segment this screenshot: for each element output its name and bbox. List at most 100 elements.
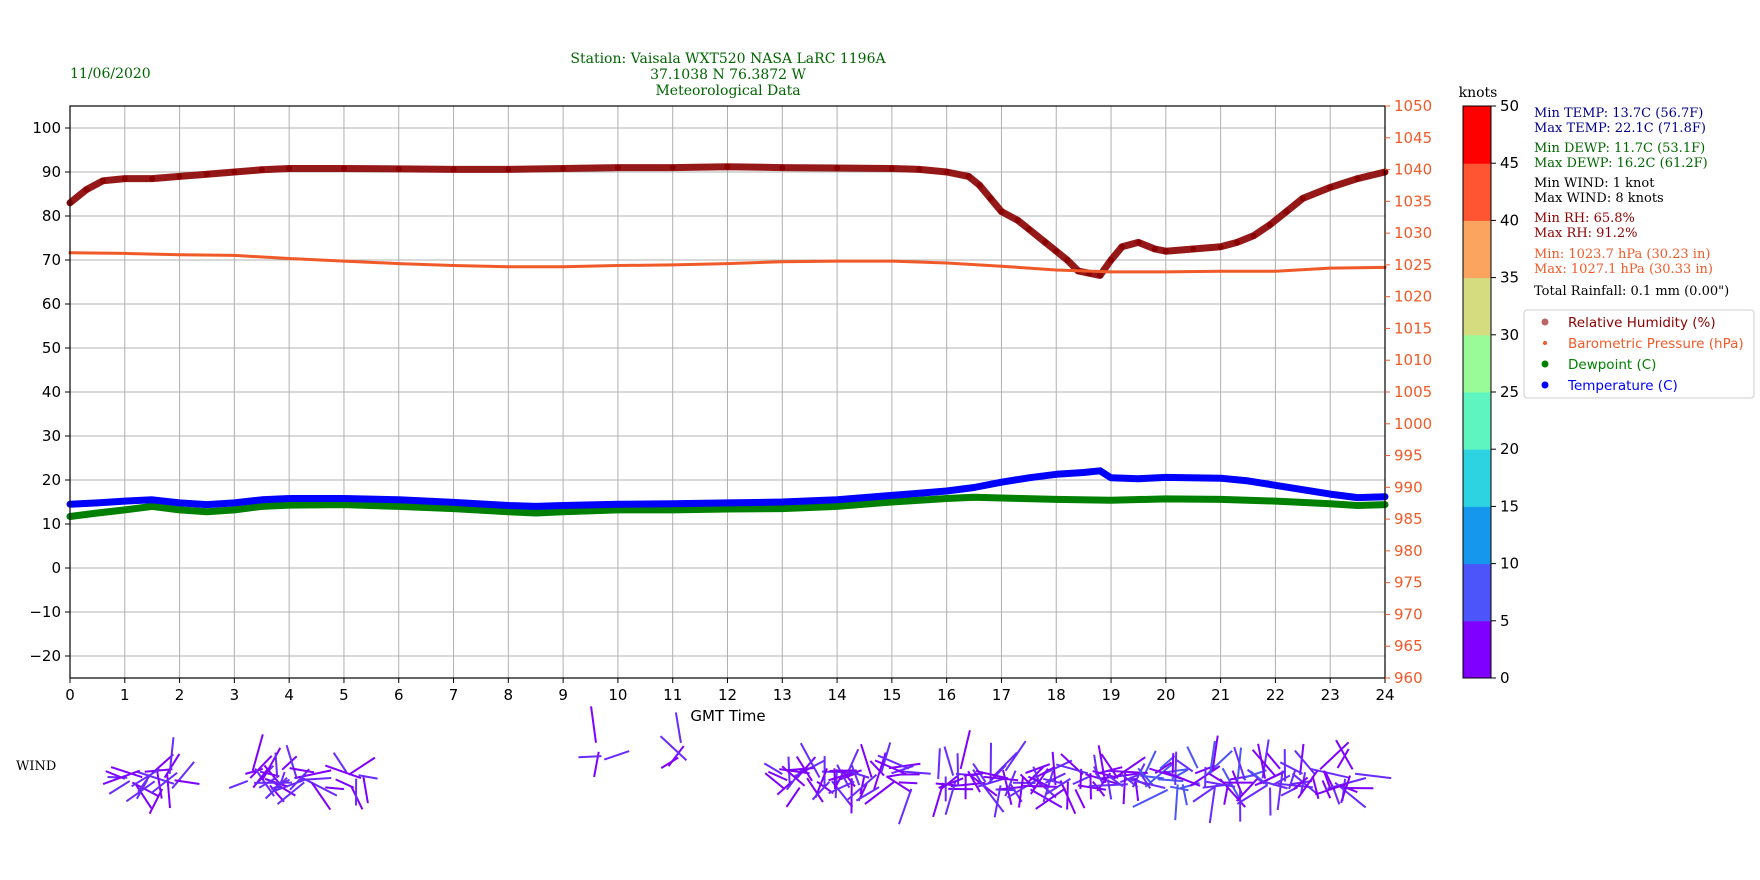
- wind-barb: [1354, 772, 1392, 780]
- wind-barb: [1171, 753, 1175, 774]
- wind-barb: [660, 756, 679, 769]
- rh-point: [976, 182, 983, 189]
- wind-barb: [590, 706, 597, 743]
- dewpoint-point: [614, 506, 621, 513]
- temperature-point: [395, 496, 402, 503]
- dewpoint-point: [888, 499, 895, 505]
- wind-barb: [1077, 784, 1107, 791]
- wind-barb: [828, 780, 855, 795]
- colorbar-segment: [1463, 620, 1491, 679]
- pressure-point: [178, 253, 182, 257]
- x-tick-label: 22: [1266, 686, 1285, 704]
- pressure-point: [123, 251, 127, 255]
- temperature-point: [1354, 494, 1361, 501]
- y-axis-left: −20 −10 0 10 20 30 40 50 60 70 80 90 100: [29, 119, 70, 665]
- rh-point: [1354, 175, 1361, 182]
- wind-barb: [1042, 759, 1073, 775]
- rh-point: [834, 165, 841, 172]
- y-tick-label-right: 980: [1394, 542, 1423, 560]
- x-tick-label: 23: [1321, 686, 1340, 704]
- temperature-point: [340, 495, 347, 502]
- wind-barb: [1208, 772, 1226, 785]
- wind-barb: [362, 776, 369, 804]
- wind-barb: [148, 788, 164, 815]
- wind-barb: [799, 742, 821, 778]
- pressure-point: [506, 265, 510, 269]
- pressure-point: [1328, 266, 1332, 270]
- wind-barb: [785, 786, 801, 808]
- wind-barb: [107, 775, 128, 779]
- wind-barb: [1106, 779, 1113, 800]
- wind-barb: [1138, 771, 1152, 789]
- dewpoint-point: [340, 501, 347, 508]
- wind-barb: [1092, 770, 1116, 779]
- wind-barb: [763, 762, 783, 775]
- y-tick-label-left: 10: [42, 515, 61, 533]
- dewpoint-point: [258, 503, 265, 510]
- wind-barb: [667, 745, 685, 767]
- wind-barb: [1300, 772, 1307, 794]
- wind-barb: [943, 746, 955, 776]
- x-tick-label: 24: [1375, 686, 1394, 704]
- rh-point: [1162, 248, 1169, 255]
- temperature-point: [1299, 486, 1306, 493]
- max-rh-stat: Max RH: 91.2%: [1534, 226, 1637, 241]
- dewpoint-point: [395, 503, 402, 510]
- rh-point: [203, 171, 210, 178]
- wind-barb: [110, 766, 143, 779]
- colorbar-tick-label: 20: [1500, 440, 1519, 458]
- wind-barb: [289, 768, 310, 791]
- wind-barb: [131, 768, 161, 788]
- wind-barb: [1186, 746, 1199, 769]
- wind-barb: [959, 730, 971, 770]
- rh-point: [1151, 246, 1158, 252]
- wind-barb: [860, 743, 873, 778]
- y-tick-label-right: 970: [1394, 605, 1423, 623]
- rh-point: [340, 165, 347, 172]
- pressure-point: [835, 259, 839, 263]
- x-tick-label: 21: [1211, 686, 1230, 704]
- wind-barb: [811, 781, 831, 801]
- y-tick-label-right: 960: [1394, 669, 1423, 687]
- temperature-point: [1217, 475, 1224, 482]
- wind-barb: [1131, 763, 1146, 788]
- temperature-point: [505, 502, 512, 509]
- colorbar-segment: [1463, 220, 1491, 279]
- rh-point: [450, 166, 457, 173]
- y-tick-label-left: 20: [42, 471, 61, 489]
- min-rh-stat: Min RH: 65.8%: [1534, 211, 1635, 226]
- wind-barb: [156, 770, 163, 799]
- rh-point: [83, 186, 90, 193]
- max-pressure-stat: Max: 1027.1 hPa (30.33 in): [1534, 262, 1713, 277]
- wind-barb: [1206, 780, 1236, 788]
- rh-point: [1327, 184, 1334, 191]
- colorbar-tick-label: 30: [1500, 326, 1519, 344]
- legend-label: Dewpoint (C): [1568, 357, 1656, 373]
- temperature-point: [888, 492, 895, 499]
- wind-barb: [1120, 773, 1139, 789]
- rh-point: [1119, 243, 1125, 250]
- rh-point: [669, 164, 676, 171]
- temperature-point: [1097, 467, 1104, 474]
- wind-barb: [1051, 751, 1057, 786]
- wind-barb: [1279, 761, 1304, 775]
- y-tick-label-right: 1000: [1394, 415, 1432, 433]
- x-tick-label: 10: [608, 686, 627, 704]
- wind-barb: [898, 781, 918, 785]
- wind-barb: [1112, 756, 1146, 781]
- wind-barb: [578, 755, 602, 759]
- wind-barb: [1276, 770, 1284, 811]
- legend-label: Relative Humidity (%): [1568, 315, 1716, 331]
- rh-point: [1064, 257, 1071, 263]
- wind-barb: [270, 778, 291, 791]
- temperature-point: [258, 496, 265, 503]
- wind-barb: [855, 786, 880, 802]
- wind-barb: [891, 764, 914, 775]
- dewpoint-point: [971, 494, 978, 501]
- wind-barb: [869, 760, 885, 777]
- dewpoint-point: [998, 495, 1005, 502]
- x-axis: 0 1 2 3 4 5 6 7 8 9 10 11 12 13 14 15 16 17 18 19 20 21 22 23 24: [65, 678, 1395, 704]
- legend-box: [1523, 309, 1755, 399]
- max-wind-stat: Max WIND: 8 knots: [1534, 191, 1664, 206]
- y-tick-label-left: 80: [42, 207, 61, 225]
